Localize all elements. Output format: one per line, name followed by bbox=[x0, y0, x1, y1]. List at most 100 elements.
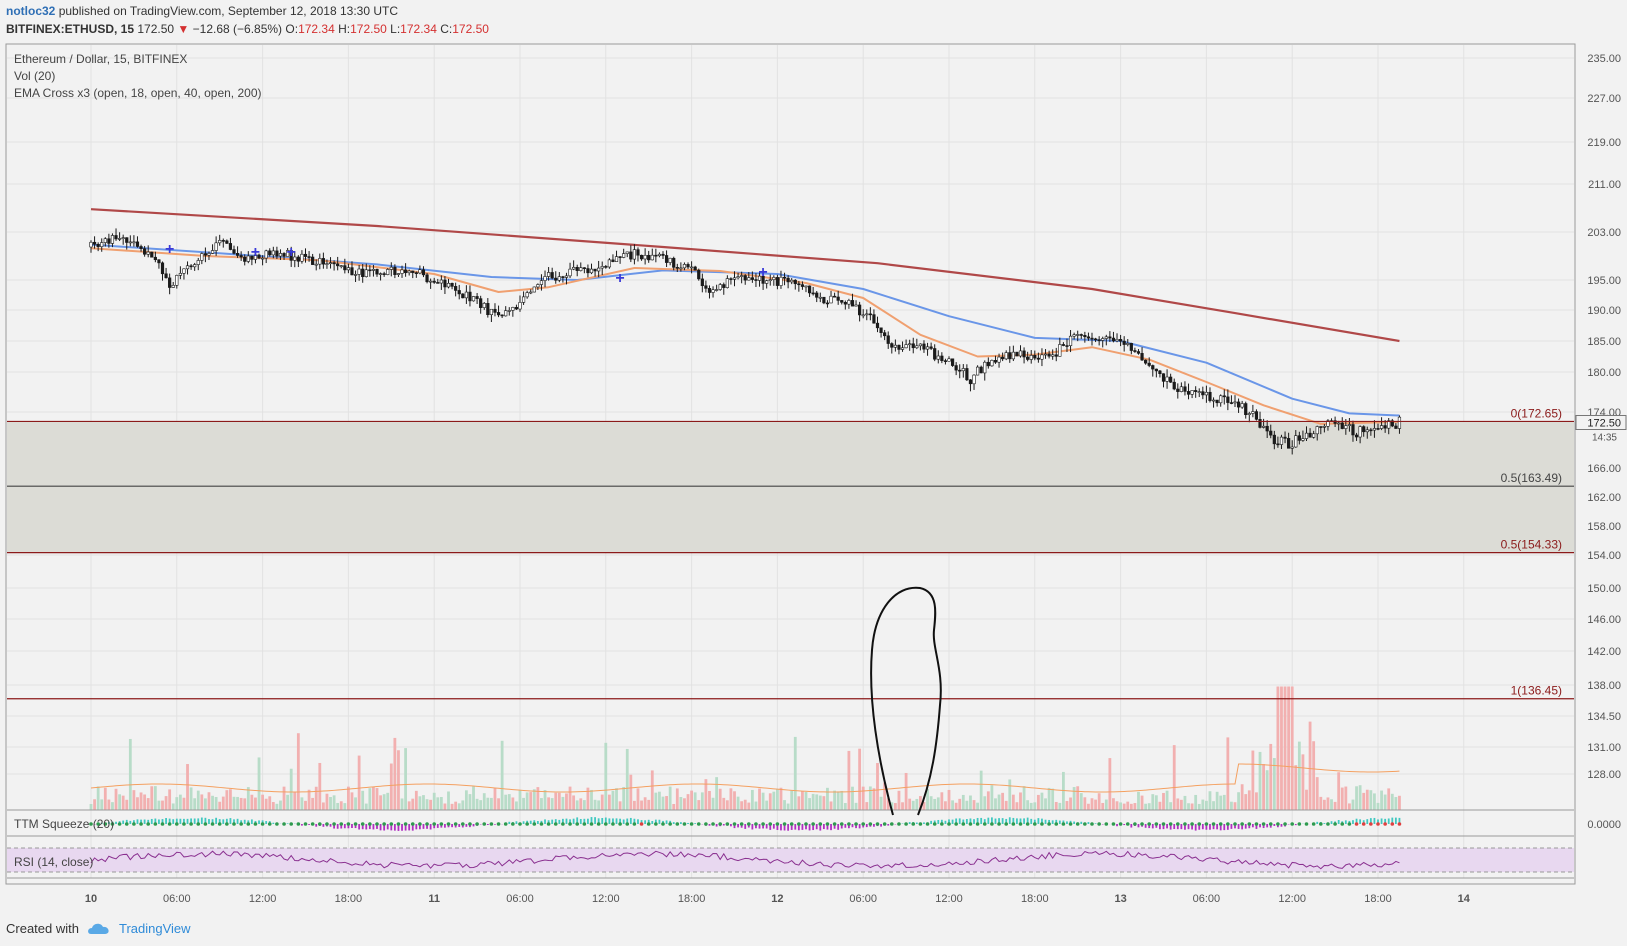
candle-body bbox=[228, 243, 233, 250]
ttm-histogram-bar bbox=[980, 817, 983, 824]
candle-body bbox=[618, 256, 622, 258]
price-tick-label: 203.00 bbox=[1587, 227, 1621, 239]
ttm-histogram-bar bbox=[351, 824, 353, 828]
ttm-histogram-bar bbox=[1359, 819, 1362, 824]
footer: Created with TradingView bbox=[6, 921, 191, 936]
volume-bar bbox=[818, 795, 822, 810]
ttm-squeeze-dot bbox=[103, 822, 108, 826]
ttm-squeeze-dot bbox=[482, 822, 487, 826]
volume-bar bbox=[1004, 800, 1008, 810]
candle-body bbox=[1172, 381, 1176, 390]
candle-body bbox=[1047, 353, 1051, 357]
author-link[interactable]: notloc32 bbox=[6, 4, 56, 18]
ttm-histogram-bar bbox=[1180, 824, 1183, 830]
ttm-squeeze-dot bbox=[124, 822, 129, 826]
candle-body bbox=[593, 268, 597, 272]
ttm-histogram-bar bbox=[315, 824, 318, 827]
volume-bar bbox=[475, 798, 479, 810]
volume-bar bbox=[615, 788, 618, 810]
ttm-histogram-bar bbox=[812, 824, 815, 831]
volume-bar bbox=[1244, 794, 1248, 810]
ttm-histogram-bar bbox=[1037, 818, 1040, 824]
volume-bar bbox=[922, 801, 926, 810]
volume-bar bbox=[336, 802, 340, 810]
ttm-squeeze-dot bbox=[1040, 822, 1044, 826]
ttm-histogram-bar bbox=[1262, 824, 1265, 829]
ttm-squeeze-dot bbox=[553, 822, 558, 826]
candle-body bbox=[518, 302, 522, 310]
candle-body bbox=[411, 270, 415, 273]
ttm-histogram-bar bbox=[386, 824, 389, 830]
candle-body bbox=[1304, 432, 1309, 439]
candle-body bbox=[425, 274, 429, 283]
candle-body bbox=[1068, 335, 1073, 346]
ttm-histogram-bar bbox=[730, 824, 732, 827]
candle-body bbox=[146, 251, 150, 255]
candle-body bbox=[1079, 334, 1083, 336]
time-axis[interactable]: 10 06:00 12:00 18:00 11 06:00 12:00 18:00 12 06:0… bbox=[7, 877, 1574, 905]
volume-bar bbox=[286, 794, 290, 810]
volume-bar bbox=[332, 795, 336, 810]
candle-body bbox=[314, 263, 318, 266]
candle-body bbox=[782, 276, 787, 279]
candle-body bbox=[875, 322, 880, 329]
candle-body bbox=[1151, 365, 1155, 370]
volume-bar bbox=[107, 799, 111, 810]
candle-body bbox=[103, 238, 107, 243]
ttm-histogram-bar bbox=[240, 820, 243, 824]
candle-body bbox=[829, 295, 833, 304]
ttm-histogram-bar bbox=[1380, 818, 1383, 824]
ttm-histogram-bar bbox=[1352, 820, 1354, 824]
ttm-squeeze-dot bbox=[918, 822, 923, 826]
ttm-histogram-bar bbox=[393, 824, 396, 831]
ttm-squeeze-dot bbox=[418, 822, 422, 826]
volume-bar bbox=[711, 797, 715, 810]
volume-bar bbox=[704, 779, 708, 810]
ttm-squeeze-dot bbox=[382, 822, 386, 826]
ttm-histogram-bar bbox=[640, 820, 643, 824]
ttm-squeeze-dot bbox=[303, 822, 308, 826]
price-axis[interactable]: 235.00 227.00 219.00 211.00 203.00 195.00 190.… bbox=[1575, 53, 1627, 831]
ttm-squeeze-dot bbox=[1190, 822, 1194, 826]
tradingview-link[interactable]: TradingView bbox=[118, 921, 191, 936]
time-tick-label: 06:00 bbox=[163, 893, 191, 905]
volume-bar bbox=[1322, 799, 1326, 810]
volume-bar bbox=[1380, 790, 1383, 810]
ema-cross-marker: + bbox=[251, 244, 260, 261]
ttm-histogram-bar bbox=[379, 824, 382, 831]
volume-bar bbox=[1026, 800, 1030, 810]
ttm-squeeze-dot bbox=[275, 822, 279, 826]
ttm-squeeze-dot bbox=[1047, 822, 1051, 826]
volume-bar bbox=[522, 797, 525, 810]
candle-body bbox=[736, 276, 740, 279]
candle-body bbox=[947, 358, 951, 362]
volume-bar bbox=[479, 800, 483, 810]
ttm-histogram-bar bbox=[1294, 824, 1297, 826]
candle-body bbox=[1365, 429, 1369, 433]
candle-body bbox=[514, 307, 519, 310]
volume-bar bbox=[1094, 799, 1097, 810]
ttm-squeeze-dot bbox=[1118, 822, 1123, 826]
ttm-histogram-bar bbox=[1248, 824, 1251, 829]
ttm-squeeze-dot bbox=[1197, 822, 1202, 826]
ttm-histogram-bar bbox=[751, 824, 754, 830]
ema-200-line bbox=[90, 208, 1400, 343]
rsi-pane bbox=[7, 847, 1574, 873]
fib-zones bbox=[7, 421, 1574, 553]
ttm-histogram-bar bbox=[261, 820, 264, 824]
ttm-histogram-bar bbox=[594, 817, 596, 824]
ttm-histogram-bar bbox=[1394, 817, 1397, 824]
candle-body bbox=[107, 238, 111, 244]
volume-bar bbox=[643, 797, 647, 810]
ttm-histogram-bar bbox=[522, 821, 525, 824]
volume-bar bbox=[204, 798, 207, 810]
candle-body bbox=[157, 259, 161, 264]
time-tick-label: 18:00 bbox=[335, 893, 363, 905]
volume-bar bbox=[1240, 784, 1244, 810]
candle-body bbox=[1254, 411, 1259, 420]
ttm-histogram-bar bbox=[1173, 824, 1176, 830]
candle-body bbox=[1347, 424, 1351, 426]
ttm-squeeze-dot bbox=[1397, 822, 1402, 826]
ttm-squeeze-dot bbox=[768, 822, 773, 826]
